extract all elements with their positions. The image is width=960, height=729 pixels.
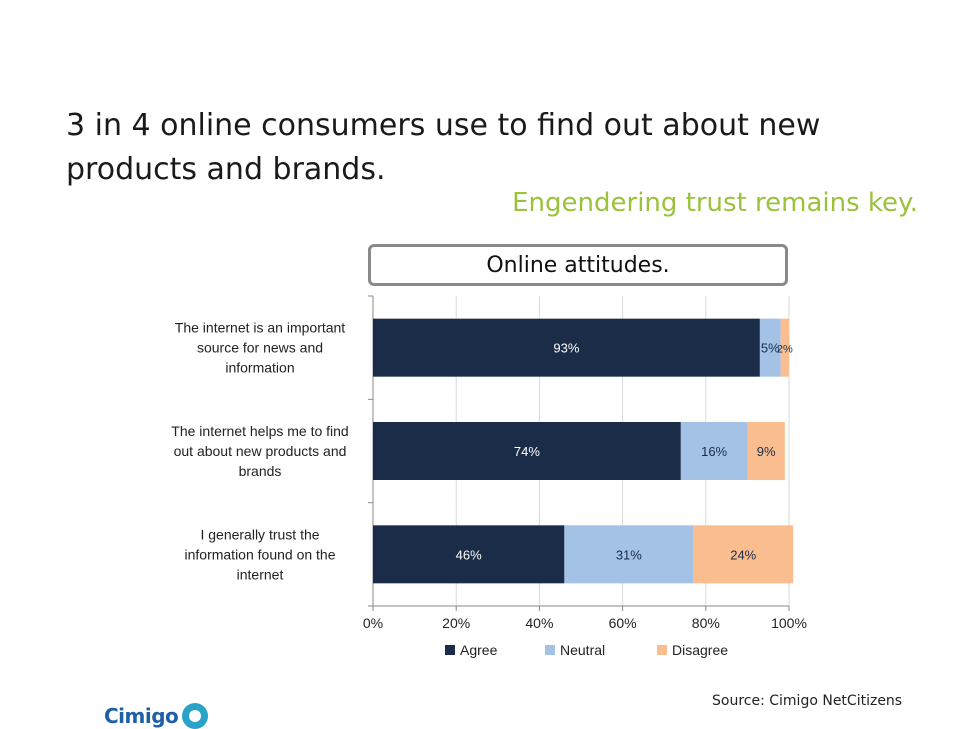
chart-title-box: Online attitudes. — [368, 244, 788, 286]
chart-title: Online attitudes. — [486, 252, 670, 278]
legend-swatch-neutral — [545, 645, 555, 655]
bar-neutral — [564, 525, 694, 584]
category-label: source for news and — [197, 340, 323, 356]
data-label: 31% — [616, 547, 642, 562]
data-label: 93% — [553, 341, 579, 356]
data-label: 24% — [730, 547, 756, 562]
legend-swatch-agree — [445, 645, 455, 655]
category-label: The internet is an important — [175, 320, 346, 336]
bar-agree — [373, 318, 760, 377]
bar-neutral — [759, 318, 781, 377]
logo-mark-icon — [182, 703, 209, 729]
category-label: brands — [239, 463, 282, 479]
category-label: information found on the — [185, 546, 336, 562]
x-tick-label: 60% — [609, 615, 637, 631]
legend-swatch-disagree — [657, 645, 667, 655]
source-note: Source: Cimigo NetCitizens — [712, 693, 903, 709]
data-label: 74% — [514, 444, 540, 459]
x-tick-label: 80% — [692, 615, 720, 631]
cimigo-logo: Cimigo — [104, 703, 209, 729]
legend-label-neutral: Neutral — [560, 642, 605, 658]
category-label: I generally trust the — [200, 526, 319, 542]
data-label: 16% — [701, 444, 727, 459]
x-tick-label: 0% — [363, 615, 383, 631]
logo-text: Cimigo — [104, 704, 179, 728]
slide-subhead: Engendering trust remains key. — [512, 188, 918, 218]
legend-label-agree: Agree — [460, 642, 498, 658]
data-label: 2% — [777, 344, 793, 356]
bar-agree — [373, 525, 565, 584]
x-tick-label: 20% — [442, 615, 470, 631]
category-label: information — [225, 360, 294, 376]
bar-neutral — [680, 422, 748, 480]
bar-disagree — [693, 525, 794, 584]
x-tick-label: 100% — [771, 615, 807, 631]
category-label: out about new products and — [174, 443, 347, 459]
bar-agree — [373, 422, 681, 480]
bar-disagree — [747, 422, 785, 480]
data-label: 46% — [456, 547, 482, 562]
data-label: 9% — [757, 444, 776, 459]
data-label: 5% — [761, 341, 780, 356]
slide-headline: 3 in 4 online consumers use to find out … — [66, 108, 821, 187]
x-tick-label: 40% — [525, 615, 553, 631]
legend-label-disagree: Disagree — [672, 642, 728, 658]
category-label: internet — [237, 566, 284, 582]
bar-disagree — [780, 318, 789, 377]
category-label: The internet helps me to find — [171, 423, 348, 439]
